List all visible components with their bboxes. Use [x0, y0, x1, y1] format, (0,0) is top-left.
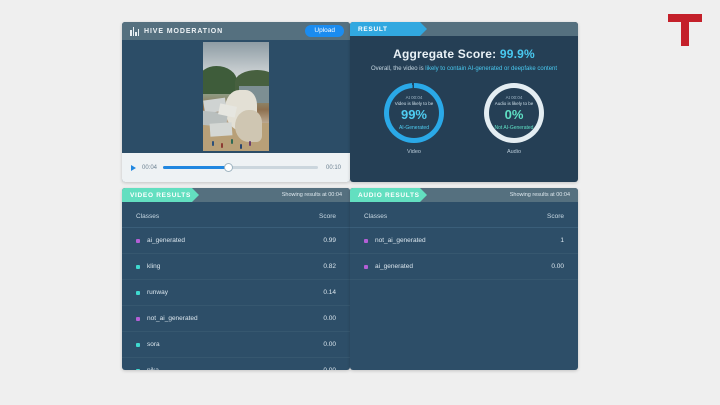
result-tag-row: RESULT: [350, 22, 578, 36]
hive-bars-icon: [130, 26, 139, 36]
class-label: not_ai_generated: [147, 315, 198, 322]
hive-header-bar: HIVE MODERATION Upload: [122, 22, 350, 40]
video-results-header: Classes Score: [122, 202, 350, 228]
audio-results-tag: AUDIO RESULTS: [350, 188, 427, 202]
class-label: runway: [147, 289, 168, 296]
class-score: 0.99: [323, 237, 336, 244]
seek-fill: [163, 166, 229, 169]
gauge-video-caption: Video: [407, 149, 421, 155]
t-logo-bar: [668, 14, 702, 22]
gauge-group: At 00:04 Video is likely to be 99% AI-Ge…: [350, 83, 578, 155]
result-summary: Overall, the video is likely to contain …: [366, 65, 562, 74]
video-thumbnail-frame: [203, 42, 269, 151]
class-swatch: [136, 316, 140, 321]
table-row[interactable]: not_ai_generated 1: [350, 228, 578, 254]
class-score: 0.00: [323, 341, 336, 348]
result-panel: RESULT Aggregate Score: 99.9% Overall, t…: [350, 22, 578, 182]
audio-results-showing: Showing results at 00:04: [509, 192, 570, 198]
gauge-audio-verdict: Not AI-Generated: [494, 124, 534, 131]
gauge-video-ring: At 00:04 Video is likely to be 99% AI-Ge…: [384, 83, 444, 143]
audio-results-tag-row: AUDIO RESULTS Showing results at 00:04: [350, 188, 578, 202]
audio-results-rows: not_ai_generated 1 ai_generated 0.00: [350, 228, 578, 280]
class-label: ai_generated: [375, 263, 413, 270]
result-tag-label: RESULT: [358, 25, 388, 33]
class-score: 0.00: [323, 367, 336, 370]
result-summary-prefix: Overall, the video is: [370, 66, 426, 72]
audio-results-panel: AUDIO RESULTS Showing results at 00:04 C…: [350, 188, 578, 370]
class-swatch: [136, 238, 140, 243]
video-results-tag: VIDEO RESULTS: [122, 188, 199, 202]
class-score: 0.14: [323, 289, 336, 296]
audio-col-score: Score: [547, 213, 564, 220]
upload-button[interactable]: Upload: [305, 25, 344, 37]
duration-label: 00:10: [325, 164, 341, 171]
audio-results-header: Classes Score: [350, 202, 578, 228]
aggregate-score-value: 99.9%: [499, 47, 535, 61]
table-row[interactable]: pika 0.00: [122, 358, 350, 370]
aggregate-score: Aggregate Score: 99.9%: [350, 47, 578, 61]
gauge-video-timestamp: At 00:04: [405, 95, 423, 101]
t-logo-stem: [681, 22, 689, 46]
audio-results-tag-label: AUDIO RESULTS: [358, 191, 420, 199]
gauge-video: At 00:04 Video is likely to be 99% AI-Ge…: [384, 83, 444, 155]
class-label: sora: [147, 341, 160, 348]
aggregate-score-label: Aggregate Score:: [393, 47, 497, 61]
video-player-panel: HIVE MODERATION Upload: [122, 22, 350, 182]
gauge-video-verdict: AI-Generated: [398, 124, 429, 131]
video-col-score: Score: [319, 213, 336, 220]
gauge-audio-timestamp: At 00:04: [505, 95, 523, 101]
table-row[interactable]: not_ai_generated 0.00: [122, 306, 350, 332]
class-score: 0.00: [551, 263, 564, 270]
class-score: 0.00: [323, 315, 336, 322]
gauge-video-percent: 99%: [400, 107, 427, 123]
video-results-rows: ai_generated 0.99 kling 0.82 runway 0.14…: [122, 228, 350, 370]
table-row[interactable]: sora 0.00: [122, 332, 350, 358]
audio-col-classes: Classes: [364, 213, 388, 220]
gauge-audio-ring: At 00:04 Audio is likely to be 0% Not AI…: [484, 83, 544, 143]
t-logo: [668, 14, 702, 46]
result-summary-highlight: likely to contain AI-generated or deepfa…: [425, 66, 558, 72]
seek-handle[interactable]: [224, 164, 232, 171]
class-label: not_ai_generated: [375, 237, 426, 244]
class-label: pika: [147, 367, 159, 370]
result-tag: RESULT: [350, 22, 427, 36]
class-score: 0.82: [323, 263, 336, 270]
seek-slider[interactable]: [163, 164, 318, 171]
play-icon[interactable]: [131, 164, 136, 171]
class-swatch: [364, 238, 368, 243]
class-label: ai_generated: [147, 237, 185, 244]
gauge-audio-percent: 0%: [504, 107, 524, 123]
gauge-video-statement: Video is likely to be: [394, 100, 434, 106]
table-row[interactable]: ai_generated 0.00: [350, 254, 578, 280]
video-col-classes: Classes: [136, 213, 160, 220]
player-controls: 00:04 00:10: [122, 153, 350, 182]
class-swatch: [136, 290, 140, 295]
table-row[interactable]: ai_generated 0.99: [122, 228, 350, 254]
gauge-audio-statement: Audio is likely to be: [494, 100, 534, 106]
gauge-audio: At 00:04 Audio is likely to be 0% Not AI…: [484, 83, 544, 155]
class-swatch: [136, 368, 140, 370]
current-time-label: 00:04: [142, 164, 158, 171]
class-swatch: [364, 264, 368, 269]
video-results-tag-row: VIDEO RESULTS Showing results at 00:04: [122, 188, 350, 202]
table-row[interactable]: runway 0.14: [122, 280, 350, 306]
hive-brand-title: HIVE MODERATION: [144, 27, 224, 35]
video-viewport[interactable]: [122, 40, 350, 153]
class-swatch: [136, 342, 140, 347]
video-results-tag-label: VIDEO RESULTS: [130, 191, 191, 199]
class-swatch: [136, 264, 140, 269]
class-score: 1: [560, 237, 564, 244]
video-results-panel: VIDEO RESULTS Showing results at 00:04 C…: [122, 188, 350, 370]
video-results-showing: Showing results at 00:04: [281, 192, 342, 198]
table-row[interactable]: kling 0.82: [122, 254, 350, 280]
class-label: kling: [147, 263, 161, 270]
gauge-audio-caption: Audio: [506, 149, 522, 155]
